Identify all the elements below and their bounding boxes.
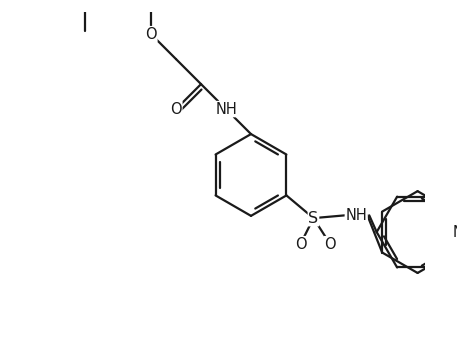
Text: O: O (324, 237, 336, 252)
Text: S: S (308, 211, 319, 225)
Text: O: O (170, 102, 182, 117)
Text: O: O (295, 237, 306, 252)
Text: O: O (145, 27, 157, 42)
Text: NH: NH (215, 102, 237, 117)
Text: N: N (453, 224, 457, 239)
Text: NH: NH (345, 208, 367, 223)
